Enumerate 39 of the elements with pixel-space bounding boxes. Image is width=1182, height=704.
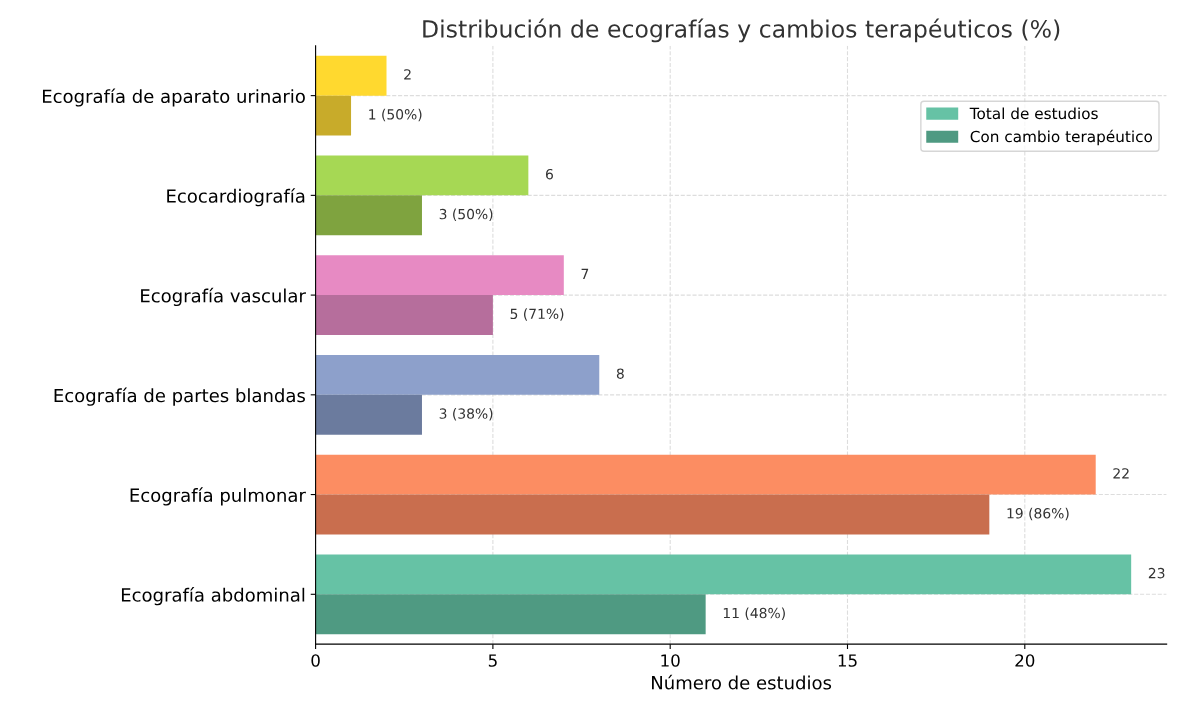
y-tick-label: Ecografía vascular <box>141 287 306 307</box>
chart-title: Distribución de ecografías y cambios terapéuticos (%) <box>423 18 1060 43</box>
x-tick-label: 5 <box>488 654 497 667</box>
y-tick-label: Ecografía de aparato urinario <box>43 88 305 107</box>
x-axis-title: Número de estudios <box>652 674 832 690</box>
x-tick-label: 0 <box>311 654 320 667</box>
data-label: 8 <box>616 368 624 379</box>
bar <box>315 55 387 96</box>
bar <box>315 155 529 196</box>
data-label: 6 <box>545 168 553 180</box>
bar <box>315 255 564 296</box>
data-label: 7 <box>581 268 589 279</box>
data-label: 2 <box>404 69 411 80</box>
data-label: 23 <box>1148 567 1165 579</box>
bar <box>315 354 600 395</box>
x-tick-label: 15 <box>838 654 857 667</box>
data-label: 3 (50%) <box>439 208 493 221</box>
y-tick-label: Ecografía abdominal <box>121 587 305 606</box>
y-tick-label: Ecografía de partes blandas <box>54 387 305 406</box>
data-label: 22 <box>1113 468 1129 479</box>
data-label: 3 (38%) <box>439 408 493 421</box>
bar <box>315 494 990 535</box>
bar <box>315 295 493 335</box>
bar <box>315 195 422 236</box>
legend-label: Total de estudios <box>969 107 1098 120</box>
data-label: 1 (50%) <box>369 108 422 122</box>
bar <box>315 454 1096 495</box>
bar <box>315 95 352 136</box>
y-tick-label: Ecografía pulmonar <box>130 487 306 506</box>
x-tick-label: 10 <box>661 654 680 667</box>
x-tick-label: 20 <box>1015 654 1035 667</box>
data-label: 19 (86%) <box>1007 507 1069 521</box>
bar <box>315 594 706 635</box>
data-label: 11 (48%) <box>723 607 785 620</box>
bar <box>315 394 422 435</box>
legend-label: Con cambio terapéutico <box>970 129 1153 146</box>
data-label: 5 (71%) <box>510 308 564 321</box>
y-tick-label: Ecocardiografía <box>167 188 305 207</box>
bar <box>315 554 1132 595</box>
